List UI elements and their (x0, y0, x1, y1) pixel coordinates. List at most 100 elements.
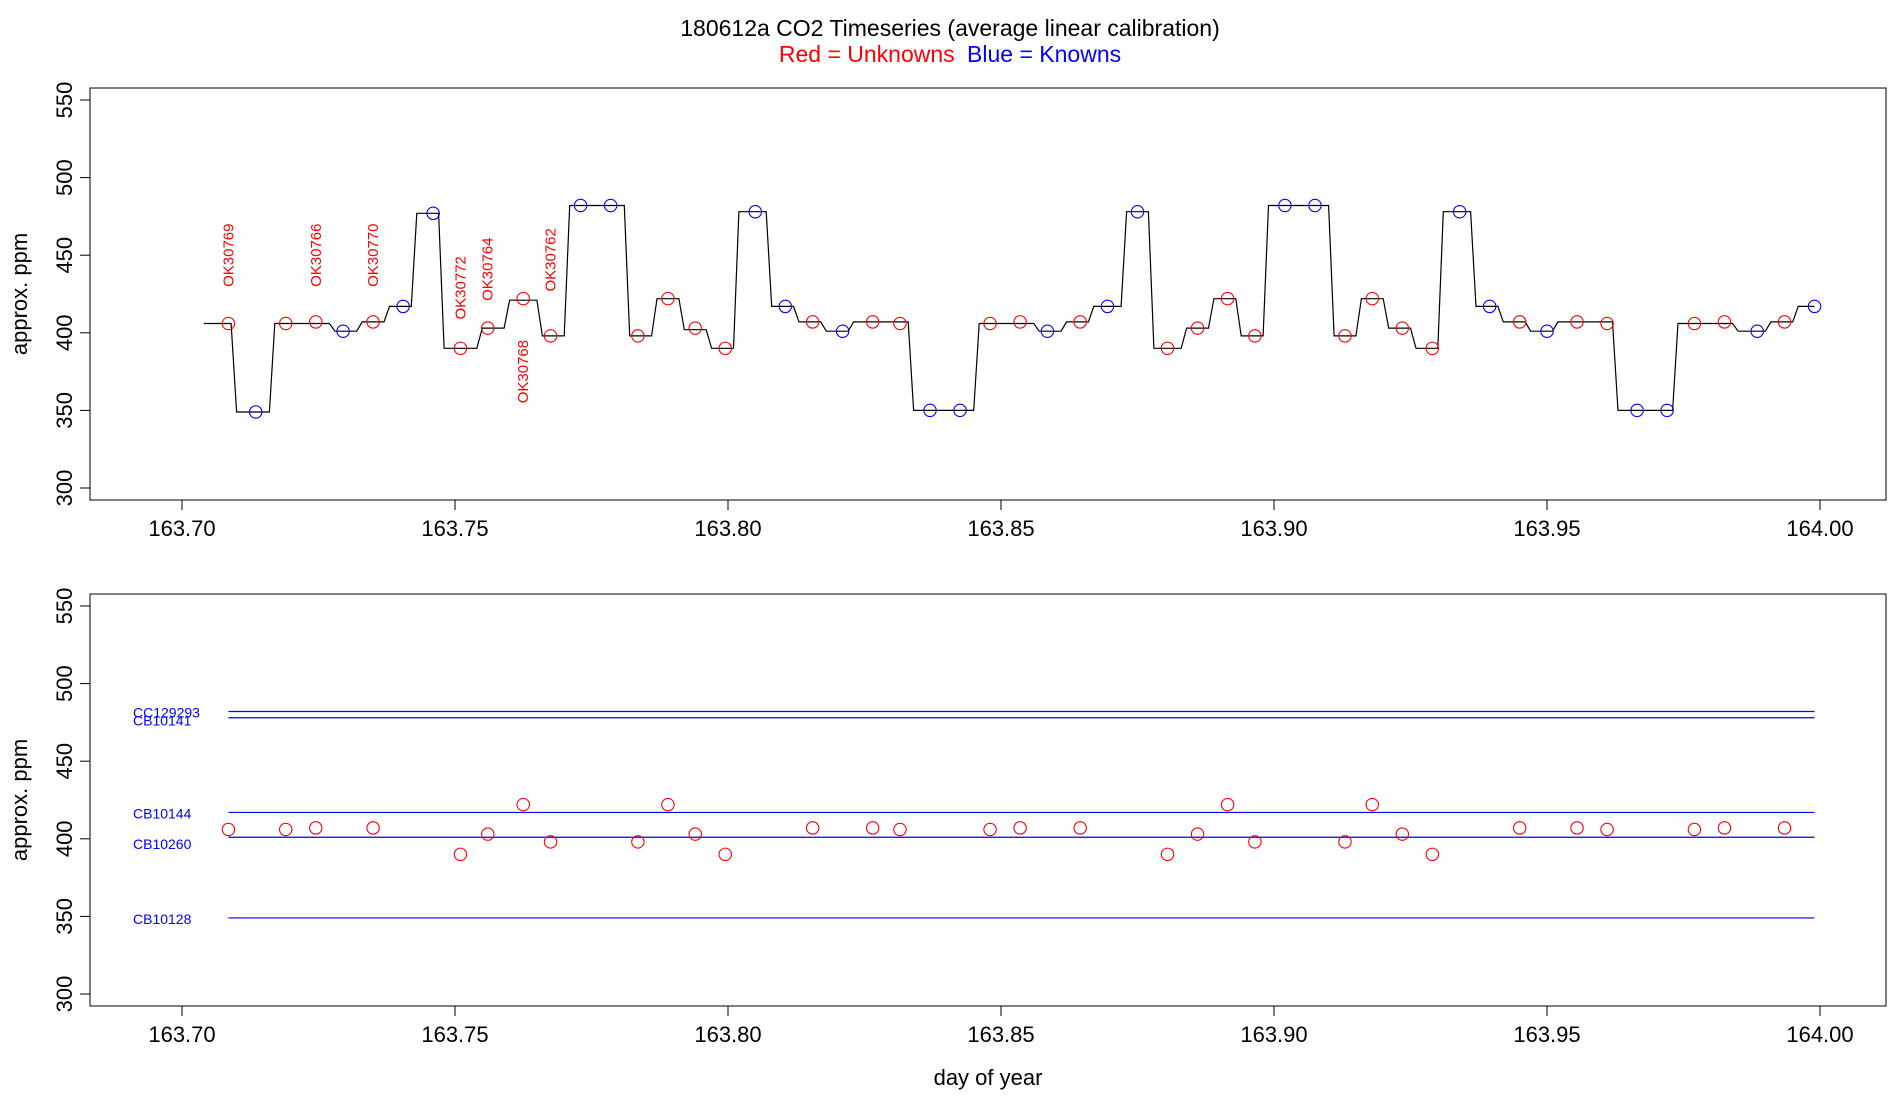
x-tick-label: 163.70 (148, 1022, 215, 1047)
y-tick-label: 400 (52, 820, 77, 857)
trace-line (203, 204, 1815, 413)
plot-frame-bottom (89, 593, 1887, 1007)
data-point-knowns (1482, 299, 1497, 314)
data-point-unknowns (893, 316, 907, 331)
data-point-unknowns (1512, 315, 1527, 329)
x-tick-label: 163.85 (967, 1022, 1034, 1047)
data-point-unknowns (1248, 835, 1262, 849)
y-tick-label: 400 (52, 314, 77, 351)
x-tick-label: 163.80 (694, 1022, 761, 1047)
reference-label: CC129293 (133, 705, 200, 721)
y-tick-label: 550 (52, 588, 77, 625)
data-point-unknowns (718, 341, 733, 356)
data-point-knowns (1040, 324, 1055, 338)
data-point-unknowns (278, 316, 293, 331)
x-tick-label: 163.85 (967, 516, 1034, 541)
x-tick-label: 163.95 (1513, 516, 1580, 541)
data-point-unknowns (1512, 821, 1527, 835)
data-point-unknowns (516, 291, 530, 306)
data-point-unknowns (1365, 797, 1380, 812)
sample-annotation: OK30768 (515, 340, 532, 403)
data-point-unknowns (1220, 797, 1235, 812)
data-point-unknowns (983, 822, 997, 837)
data-point-unknowns (1365, 291, 1380, 306)
data-point-knowns (603, 198, 618, 213)
y-axis-label: approx. ppm (7, 739, 32, 861)
data-point-knowns (1750, 324, 1764, 338)
sample-annotation: OK30764 (480, 237, 497, 300)
data-point-knowns (336, 324, 350, 338)
data-point-knowns (426, 206, 440, 221)
data-point-unknowns (309, 315, 323, 329)
data-point-unknowns (278, 822, 293, 837)
reference-label: CB10260 (133, 836, 192, 852)
data-point-unknowns (661, 291, 675, 306)
data-point-unknowns (309, 821, 323, 835)
data-point-unknowns (1160, 847, 1175, 862)
data-point-knowns (396, 299, 410, 314)
data-point-unknowns (893, 822, 907, 837)
x-tick-label: 163.80 (694, 516, 761, 541)
data-point-unknowns (366, 821, 380, 835)
data-point-unknowns (221, 316, 236, 331)
sample-annotation: OK30770 (365, 224, 382, 287)
data-point-unknowns (453, 847, 468, 862)
data-point-unknowns (631, 329, 645, 343)
reference-label: CB10144 (133, 805, 192, 821)
data-point-unknowns (688, 321, 702, 335)
data-point-unknowns (1395, 321, 1410, 335)
reference-label: CB10128 (133, 911, 192, 927)
data-point-unknowns (688, 827, 702, 841)
data-point-knowns (1308, 198, 1322, 213)
data-point-unknowns (661, 797, 675, 812)
data-point-unknowns (1190, 321, 1205, 335)
x-tick-label: 163.70 (148, 516, 215, 541)
data-point-unknowns (1717, 821, 1732, 835)
sample-annotation: OK30762 (543, 228, 560, 291)
plot-frame-top (89, 87, 1887, 501)
y-tick-label: 300 (52, 470, 77, 507)
data-point-unknowns (1687, 822, 1702, 837)
data-point-unknowns (865, 315, 880, 329)
data-point-unknowns (1013, 821, 1027, 835)
data-point-unknowns (366, 315, 380, 329)
data-point-unknowns (1160, 341, 1175, 356)
y-tick-label: 350 (52, 392, 77, 429)
data-point-unknowns (1220, 291, 1235, 306)
data-point-unknowns (1338, 329, 1352, 343)
data-point-unknowns (481, 827, 495, 841)
data-point-unknowns (1687, 316, 1702, 331)
data-point-unknowns (1425, 341, 1440, 356)
x-tick-label: 163.75 (421, 516, 488, 541)
data-point-unknowns (1777, 315, 1792, 329)
y-tick-label: 300 (52, 976, 77, 1013)
data-point-knowns (923, 403, 937, 418)
y-tick-label: 450 (52, 237, 77, 274)
data-point-unknowns (481, 321, 495, 335)
data-point-unknowns (1395, 827, 1410, 841)
data-point-unknowns (543, 835, 558, 849)
data-point-knowns (1807, 299, 1822, 314)
data-point-unknowns (1338, 835, 1352, 849)
reference-label: CB10141 (133, 713, 192, 729)
legend-unknowns: Red = Unknowns (779, 41, 955, 67)
chart-title: 180612a CO2 Timeseries (average linear c… (680, 15, 1220, 41)
sample-annotation: OK30769 (220, 224, 237, 287)
x-tick-label: 163.95 (1513, 1022, 1580, 1047)
data-point-knowns (1630, 403, 1644, 418)
legend-knowns: Blue = Knowns (967, 41, 1121, 67)
data-point-unknowns (453, 341, 468, 356)
chart-legend: Red = Unknowns Blue = Knowns (779, 41, 1121, 67)
sample-annotation: OK30772 (452, 256, 469, 319)
data-point-unknowns (543, 329, 558, 343)
x-tick-label: 163.75 (421, 1022, 488, 1047)
sample-annotation: OK30766 (308, 224, 325, 287)
y-tick-label: 500 (52, 665, 77, 702)
data-point-unknowns (1777, 821, 1792, 835)
data-point-knowns (573, 198, 588, 213)
x-tick-label: 163.90 (1240, 516, 1307, 541)
data-point-unknowns (805, 821, 820, 835)
y-axis-label: approx. ppm (7, 233, 32, 355)
data-point-unknowns (865, 821, 880, 835)
